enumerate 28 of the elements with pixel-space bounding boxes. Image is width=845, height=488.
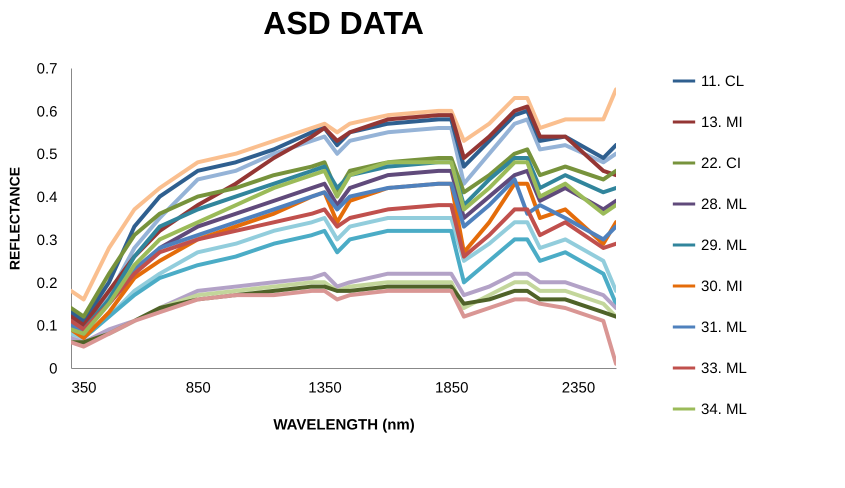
x-tick-label: 350: [72, 380, 97, 396]
y-tick-label: 0.4: [36, 189, 58, 206]
y-tick-label: 0.2: [36, 274, 58, 292]
chart-title: ASD DATA: [263, 5, 424, 41]
legend-label: 31. ML: [701, 319, 747, 336]
y-tick-label: 0: [49, 360, 58, 378]
legend-label: 28. ML: [701, 196, 747, 213]
legend-label: 11. CL: [701, 73, 744, 90]
y-tick-label: 0.1: [36, 318, 58, 335]
y-tick-label: 0.7: [36, 60, 58, 78]
line-series: [71, 288, 616, 366]
x-tick-label: 850: [186, 380, 211, 396]
y-tick-label: 0.6: [36, 103, 58, 120]
line-series: [71, 87, 616, 302]
x-tick-label: 2350: [562, 380, 596, 396]
y-tick-label: 0.5: [36, 146, 58, 164]
x-axis-title: WAVELENGTH (nm): [273, 416, 415, 434]
x-tick-label: 1850: [435, 380, 468, 396]
legend-label: 30. MI: [701, 278, 743, 295]
x-tick-label: 1350: [308, 380, 342, 396]
y-tick-label: 0.3: [36, 232, 58, 249]
y-axis-title: REFLECTANCE: [6, 166, 23, 270]
legend-label: 29. ML: [701, 237, 747, 254]
legend-label: 34. ML: [701, 401, 747, 418]
legend-label: 13. MI: [701, 114, 743, 131]
legend-label: 33. ML: [701, 360, 747, 377]
legend-label: 22. CI: [701, 155, 742, 172]
line-series: [71, 203, 616, 332]
